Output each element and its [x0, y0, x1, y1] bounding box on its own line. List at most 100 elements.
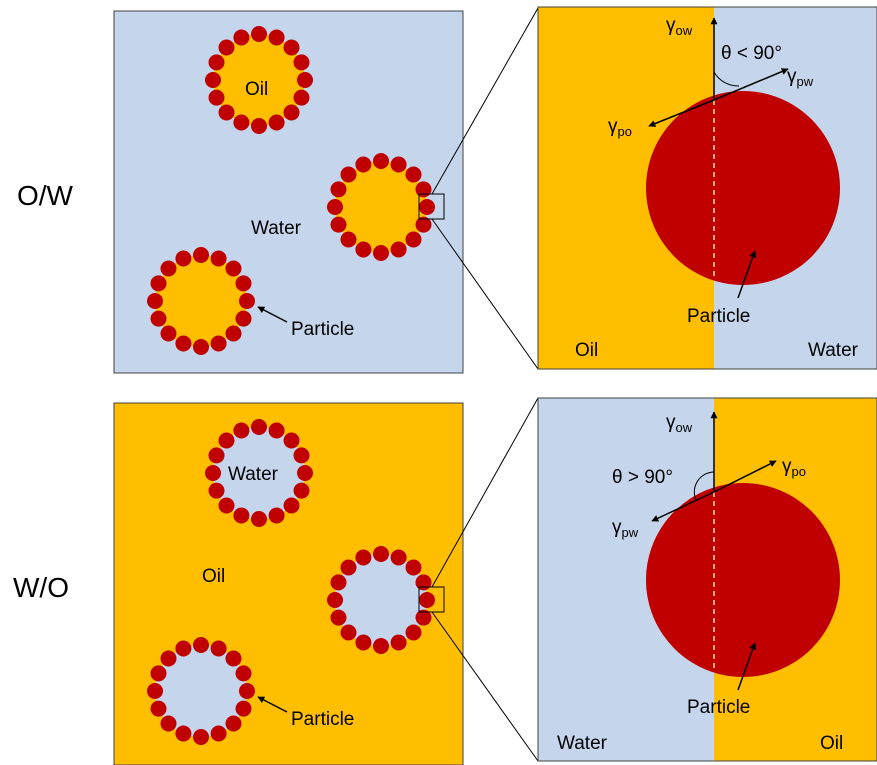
- particle: [293, 482, 310, 499]
- particle: [193, 729, 209, 745]
- particle: [235, 665, 252, 682]
- contact-angle-arc: [713, 71, 740, 87]
- zoom-panel: γow γpw γpo θ < 90° Particle Oil Water: [537, 6, 877, 370]
- zoom-right-phase-label: Oil: [820, 733, 843, 754]
- particle: [239, 293, 255, 309]
- zoom-particle-pointer-arrow: [737, 642, 757, 691]
- particle: [218, 104, 235, 121]
- droplet: [213, 427, 305, 519]
- particle: [218, 39, 235, 56]
- particle: [210, 725, 227, 742]
- vector-gamma-left: [651, 491, 715, 522]
- particle: [251, 511, 267, 527]
- particle: [268, 114, 285, 131]
- continuous-phase-label: Oil: [202, 566, 225, 587]
- particle: [327, 199, 343, 215]
- particle: [150, 665, 167, 682]
- particle: [160, 715, 177, 732]
- particle: [405, 231, 422, 248]
- zoomed-particle: [646, 91, 840, 285]
- droplet: [335, 554, 427, 646]
- particle: [419, 199, 435, 215]
- row-label-ow: O/W: [17, 180, 74, 211]
- particle: [405, 624, 422, 641]
- particle: [297, 72, 313, 88]
- particle: [390, 549, 407, 566]
- particle: [160, 325, 177, 342]
- particle: [235, 275, 252, 292]
- vector-label-top: γow: [666, 412, 693, 435]
- particle: [405, 166, 422, 183]
- zoom-panel: γow γpo γpw θ > 90° Particle Water Oil: [537, 397, 877, 762]
- particle: [283, 432, 300, 449]
- particle: [225, 260, 242, 277]
- particle: [293, 447, 310, 464]
- particle: [205, 465, 221, 481]
- particle: [327, 592, 343, 608]
- vector-label-top: γow: [666, 15, 693, 38]
- particle: [233, 29, 250, 46]
- particle: [355, 634, 372, 651]
- zoom-line-top: [431, 397, 539, 588]
- vector-gamma-right: [713, 68, 789, 101]
- zoom-right-phase-label: Water: [808, 340, 859, 361]
- particle: [268, 507, 285, 524]
- particle: [390, 634, 407, 651]
- particle: [175, 250, 192, 267]
- droplet-group: [147, 419, 435, 745]
- particle: [208, 89, 225, 106]
- particle: [419, 592, 435, 608]
- particle: [210, 250, 227, 267]
- vector-label-right: γpo: [782, 456, 806, 479]
- particle: [330, 181, 347, 198]
- zoom-selection-box: [418, 193, 445, 220]
- particle: [373, 153, 389, 169]
- zoomed-particle: [646, 483, 840, 677]
- droplet-label: Oil: [245, 79, 268, 100]
- vector-gamma-left: [648, 99, 715, 127]
- particle: [150, 700, 167, 717]
- droplet-group: [147, 26, 435, 355]
- particle: [415, 216, 432, 233]
- particle: [251, 118, 267, 134]
- particle: [373, 245, 389, 261]
- particle: [225, 715, 242, 732]
- particle: [150, 310, 167, 327]
- particle: [373, 546, 389, 562]
- particle: [175, 640, 192, 657]
- particle: [233, 114, 250, 131]
- particle: [218, 497, 235, 514]
- vector-label-left: γpo: [608, 116, 632, 139]
- row-ow: O/W Oil Water Particle γow γpw γpo: [17, 6, 877, 374]
- zoom-particle-label: Particle: [687, 306, 750, 327]
- particle: [235, 310, 252, 327]
- particle: [355, 156, 372, 173]
- vector-gamma-right: [713, 460, 777, 493]
- particle: [268, 422, 285, 439]
- particle: [293, 89, 310, 106]
- droplet-label: Water: [228, 464, 279, 485]
- particle: [355, 241, 372, 258]
- particle: [235, 700, 252, 717]
- zoom-panel-border: [537, 397, 877, 762]
- particle: [297, 465, 313, 481]
- particle: [283, 497, 300, 514]
- particle: [233, 507, 250, 524]
- particle: [208, 54, 225, 71]
- particle: [147, 683, 163, 699]
- particle-label: Particle: [291, 709, 354, 730]
- particle: [225, 325, 242, 342]
- droplet: [335, 161, 427, 253]
- particle: [251, 419, 267, 435]
- particle-pointer-arrow: [257, 306, 288, 323]
- zoom-panel-border: [537, 6, 877, 370]
- particle: [160, 650, 177, 667]
- particle: [239, 683, 255, 699]
- particle: [147, 293, 163, 309]
- particle: [160, 260, 177, 277]
- contact-angle-label: θ < 90°: [721, 43, 782, 64]
- particle: [283, 104, 300, 121]
- particle: [373, 638, 389, 654]
- particle: [208, 482, 225, 499]
